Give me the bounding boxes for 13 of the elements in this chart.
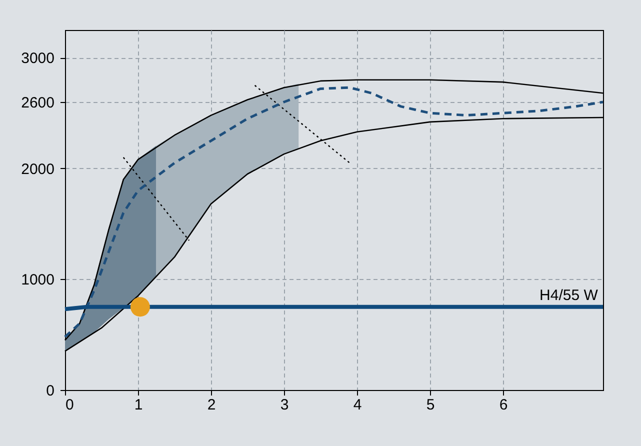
y-tick-label: 1000 [21,272,54,289]
x-tick-label: 2 [207,396,216,414]
x-tick-label: 3 [280,396,289,414]
x-tick-label: 5 [426,396,435,414]
x-tick-label: 0 [66,396,74,414]
x-tick-label: 6 [499,396,508,414]
y-tick-label: 2000 [21,160,54,178]
x-tick-label: 1 [134,396,143,414]
y-tick-label: 0 [46,382,54,400]
y-tick-label: 2600 [21,94,54,112]
annotation: H4/55 W [540,286,599,304]
x-tick-label: 4 [353,396,362,414]
y-tick-label: 3000 [21,50,54,68]
